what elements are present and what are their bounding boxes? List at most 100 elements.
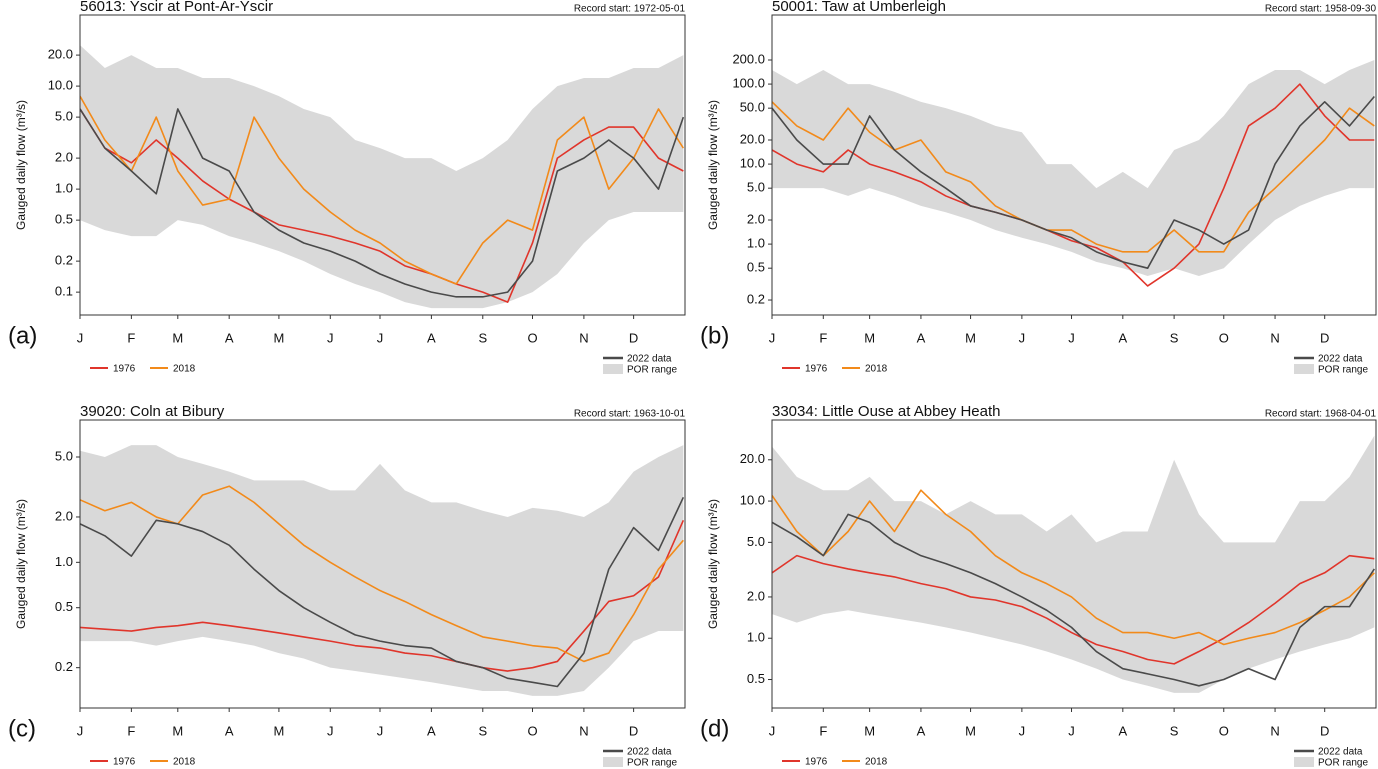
x-tick-label: A — [917, 330, 926, 345]
y-tick-label: 1.0 — [55, 181, 73, 196]
plot-frame — [771, 14, 1377, 316]
legend-label: 1976 — [805, 757, 828, 768]
por-range-area — [772, 59, 1375, 276]
x-tick-label: M — [965, 330, 976, 345]
x-tick-label: O — [527, 330, 537, 345]
legend-label: 2018 — [173, 364, 196, 375]
x-tick-label: O — [1219, 330, 1229, 345]
por-range-area — [80, 445, 684, 696]
y-tick-label: 0.5 — [747, 260, 765, 275]
flow-line — [80, 95, 685, 285]
y-tick-label: 0.1 — [55, 284, 73, 299]
x-tick-label: A — [225, 330, 234, 345]
legend-label: POR range — [1318, 758, 1368, 769]
plot-frame — [79, 419, 686, 709]
y-tick-label: 2.0 — [747, 211, 765, 226]
x-tick-label: J — [377, 723, 384, 738]
x-tick-label: M — [273, 330, 284, 345]
x-tick-label: S — [478, 723, 487, 738]
chart-title: 56013: Yscir at Pont-Ar-Yscir — [80, 0, 273, 15]
x-tick-label: A — [427, 330, 436, 345]
x-tick-label: M — [965, 723, 976, 738]
plot-area — [772, 59, 1375, 287]
legend-label: POR range — [627, 365, 677, 376]
x-tick-label: J — [327, 330, 334, 345]
panel: 0.2 0.5 1.0 2.0 5.0 J F M A M J J A S O N D 39020: Coln a… — [8, 403, 686, 769]
panel-label: (d) — [700, 715, 729, 742]
legend-label: POR range — [627, 758, 677, 769]
x-tick-label: J — [1068, 723, 1075, 738]
y-tick-label: 0.5 — [55, 599, 73, 614]
x-tick-label: D — [1320, 330, 1329, 345]
legend-label: 2022 data — [1318, 747, 1363, 758]
legend-label: 1976 — [805, 364, 828, 375]
y-axis-label: Gauged daily flow (m³/s) — [706, 499, 720, 629]
y-tick-label: 5.0 — [747, 534, 765, 549]
legend-label: 2018 — [865, 364, 888, 375]
por-range-area — [772, 435, 1375, 693]
y-axis-label: Gauged daily flow (m³/s) — [706, 100, 720, 230]
flow-line — [772, 554, 1375, 665]
y-tick-label: 2.0 — [747, 588, 765, 603]
x-tick-label: S — [1170, 723, 1179, 738]
flow-line — [772, 489, 1375, 646]
panel-label: (b) — [700, 322, 729, 349]
legend-swatch — [603, 757, 623, 767]
legend-swatch — [603, 364, 623, 374]
y-tick-label: 20.0 — [740, 451, 765, 466]
record-note: Record start: 1972-05-01 — [574, 4, 686, 15]
record-note: Record start: 1963-10-01 — [574, 409, 686, 420]
chart-title: 39020: Coln at Bibury — [80, 403, 225, 420]
legend-label: 2022 data — [1318, 354, 1363, 365]
y-tick-label: 1.0 — [747, 630, 765, 645]
x-tick-label: A — [225, 723, 234, 738]
y-tick-label: 10.0 — [740, 156, 765, 171]
plot-area — [80, 45, 685, 309]
x-tick-label: N — [579, 723, 588, 738]
y-tick-label: 1.0 — [55, 554, 73, 569]
y-axis-label: Gauged daily flow (m³/s) — [14, 100, 28, 230]
x-tick-label: J — [769, 330, 776, 345]
y-axis-label: Gauged daily flow (m³/s) — [14, 499, 28, 629]
x-tick-label: A — [1118, 723, 1127, 738]
x-tick-label: J — [1068, 330, 1075, 345]
y-tick-label: 0.2 — [55, 253, 73, 268]
y-tick-label: 0.5 — [55, 212, 73, 227]
x-tick-label: A — [917, 723, 926, 738]
por-range-area — [80, 45, 684, 309]
record-note: Record start: 1958-09-30 — [1265, 4, 1377, 15]
x-tick-label: J — [77, 723, 84, 738]
panel: 0.2 0.5 1.0 2.0 5.0 10.0 20.0 50.0 100.0 200.0 J F M… — [700, 0, 1377, 376]
x-tick-label: O — [1219, 723, 1229, 738]
y-tick-label: 0.2 — [747, 291, 765, 306]
y-tick-label: 2.0 — [55, 508, 73, 523]
legend-label: 1976 — [113, 364, 136, 375]
x-tick-label: S — [478, 330, 487, 345]
flow-line — [80, 108, 684, 303]
flow-line — [772, 101, 1375, 253]
x-tick-label: F — [127, 723, 135, 738]
x-tick-label: A — [427, 723, 436, 738]
x-tick-label: D — [629, 330, 638, 345]
y-tick-label: 0.2 — [55, 659, 73, 674]
panel: 0.5 1.0 2.0 5.0 10.0 20.0 J F M A M J J A S O N D 33034: L… — [700, 403, 1377, 769]
y-tick-label: 10.0 — [48, 78, 73, 93]
x-tick-label: O — [527, 723, 537, 738]
x-tick-label: J — [377, 330, 384, 345]
panel-label: (a) — [8, 322, 37, 349]
x-tick-label: J — [327, 723, 334, 738]
x-tick-label: M — [172, 723, 183, 738]
y-tick-label: 20.0 — [740, 131, 765, 146]
flow-line — [80, 520, 685, 672]
flow-line — [772, 513, 1376, 687]
x-tick-label: J — [769, 723, 776, 738]
x-tick-label: F — [819, 330, 827, 345]
legend-label: 2018 — [173, 757, 196, 768]
x-tick-label: M — [864, 723, 875, 738]
y-tick-label: 0.5 — [747, 671, 765, 686]
flow-line — [772, 95, 1375, 269]
y-tick-label: 50.0 — [740, 100, 765, 115]
x-tick-label: N — [1270, 723, 1279, 738]
y-tick-label: 2.0 — [55, 150, 73, 165]
flow-line — [80, 496, 685, 688]
